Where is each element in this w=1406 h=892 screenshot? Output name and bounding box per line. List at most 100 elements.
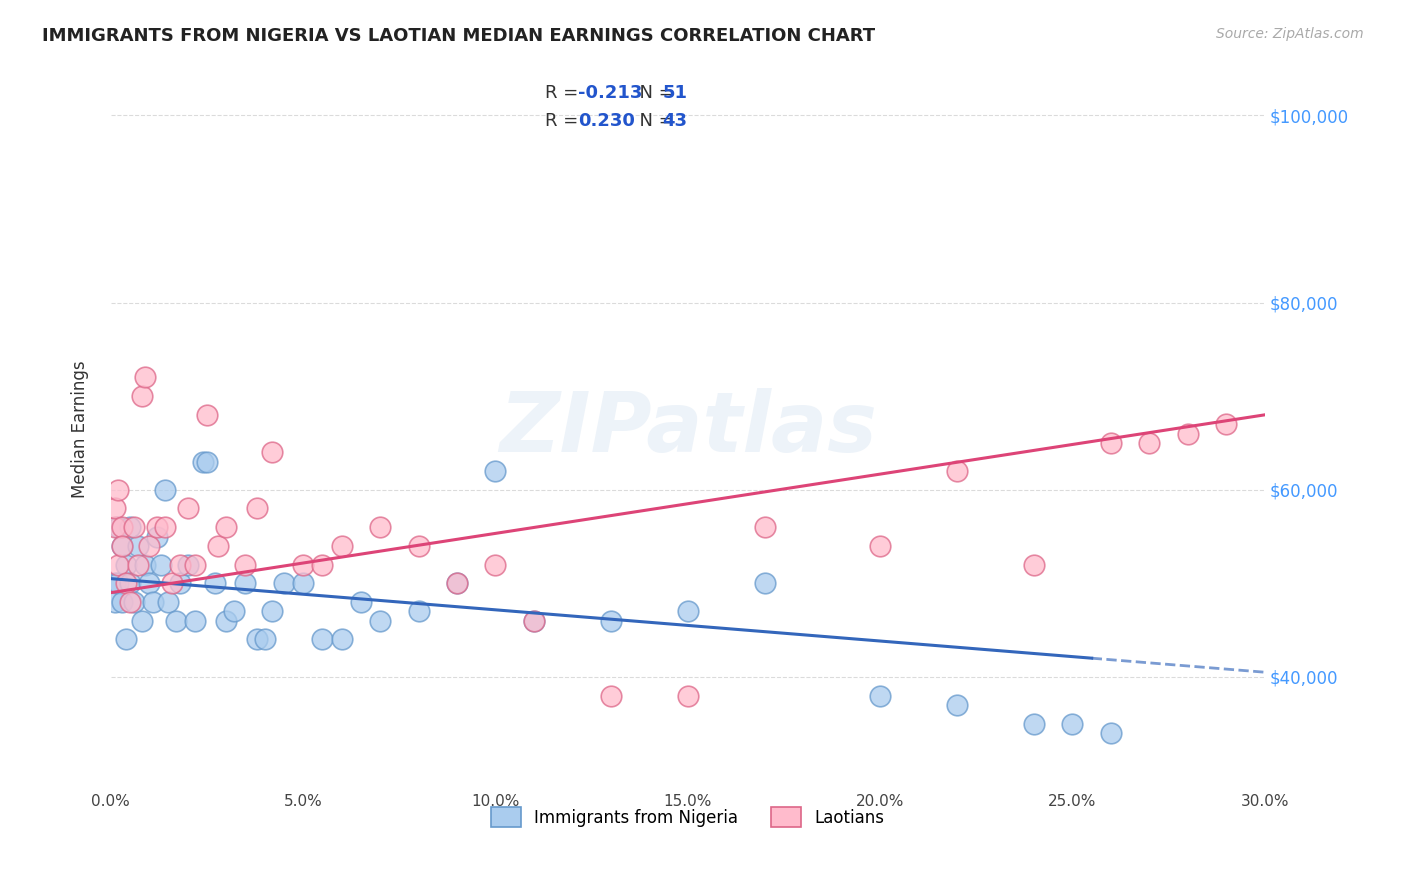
Point: [111, 539, 134, 553]
Point: [153, 520, 176, 534]
Point: [127, 539, 149, 553]
Point: [138, 576, 160, 591]
Point: [107, 576, 129, 591]
Point: [153, 483, 176, 497]
Point: [350, 595, 373, 609]
Point: [1022, 558, 1045, 572]
Point: [869, 539, 891, 553]
Point: [127, 558, 149, 572]
Point: [195, 455, 218, 469]
Point: [311, 632, 333, 647]
Point: [131, 614, 153, 628]
Point: [368, 520, 391, 534]
Point: [292, 576, 315, 591]
Point: [676, 604, 699, 618]
Point: [165, 614, 187, 628]
Point: [111, 539, 134, 553]
Point: [1099, 726, 1122, 740]
Point: [169, 558, 191, 572]
Point: [246, 632, 269, 647]
Text: N =: N =: [628, 85, 679, 103]
Point: [177, 558, 200, 572]
Text: 0.230: 0.230: [578, 112, 636, 129]
Point: [330, 632, 353, 647]
Point: [446, 576, 468, 591]
Point: [484, 464, 506, 478]
Point: [146, 529, 169, 543]
Point: [107, 483, 129, 497]
Point: [215, 614, 238, 628]
Point: [115, 558, 138, 572]
Point: [115, 576, 138, 591]
Legend: Immigrants from Nigeria, Laotians: Immigrants from Nigeria, Laotians: [482, 799, 893, 835]
Point: [157, 595, 180, 609]
Point: [368, 614, 391, 628]
Point: [195, 408, 218, 422]
Point: [169, 576, 191, 591]
Point: [1139, 436, 1161, 450]
Point: [107, 520, 129, 534]
Point: [191, 455, 214, 469]
Point: [1099, 436, 1122, 450]
Point: [869, 689, 891, 703]
Point: [246, 501, 269, 516]
Point: [149, 558, 172, 572]
Point: [138, 539, 160, 553]
Point: [184, 558, 207, 572]
Point: [262, 445, 284, 459]
Point: [107, 558, 129, 572]
Point: [235, 558, 257, 572]
Point: [215, 520, 238, 534]
Point: [523, 614, 546, 628]
Point: [599, 689, 621, 703]
Point: [523, 614, 546, 628]
Text: Source: ZipAtlas.com: Source: ZipAtlas.com: [1216, 27, 1364, 41]
Point: [177, 501, 200, 516]
Text: N =: N =: [628, 112, 679, 129]
Text: -0.213: -0.213: [578, 85, 643, 103]
Point: [122, 595, 145, 609]
Point: [134, 558, 156, 572]
Point: [311, 558, 333, 572]
Point: [1062, 716, 1084, 731]
Point: [207, 539, 229, 553]
Point: [408, 604, 430, 618]
Point: [184, 614, 207, 628]
Point: [162, 576, 184, 591]
Text: 43: 43: [662, 112, 688, 129]
Point: [292, 558, 315, 572]
Point: [599, 614, 621, 628]
Point: [754, 520, 776, 534]
Point: [1022, 716, 1045, 731]
Point: [118, 520, 141, 534]
Point: [122, 520, 145, 534]
Point: [946, 698, 969, 712]
Point: [134, 370, 156, 384]
Point: [408, 539, 430, 553]
Text: R =: R =: [544, 112, 583, 129]
Point: [146, 520, 169, 534]
Point: [111, 520, 134, 534]
Text: IMMIGRANTS FROM NIGERIA VS LAOTIAN MEDIAN EARNINGS CORRELATION CHART: IMMIGRANTS FROM NIGERIA VS LAOTIAN MEDIA…: [42, 27, 876, 45]
Text: R =: R =: [544, 85, 583, 103]
Point: [115, 632, 138, 647]
Text: ZIPatlas: ZIPatlas: [499, 388, 877, 469]
Point: [754, 576, 776, 591]
Point: [204, 576, 226, 591]
Point: [1177, 426, 1199, 441]
Y-axis label: Median Earnings: Median Earnings: [72, 360, 89, 498]
Point: [118, 576, 141, 591]
Text: 51: 51: [662, 85, 688, 103]
Point: [446, 576, 468, 591]
Point: [235, 576, 257, 591]
Point: [111, 595, 134, 609]
Point: [131, 389, 153, 403]
Point: [1215, 417, 1237, 432]
Point: [222, 604, 245, 618]
Point: [273, 576, 295, 591]
Point: [104, 501, 127, 516]
Point: [946, 464, 969, 478]
Point: [104, 576, 127, 591]
Point: [676, 689, 699, 703]
Point: [484, 558, 506, 572]
